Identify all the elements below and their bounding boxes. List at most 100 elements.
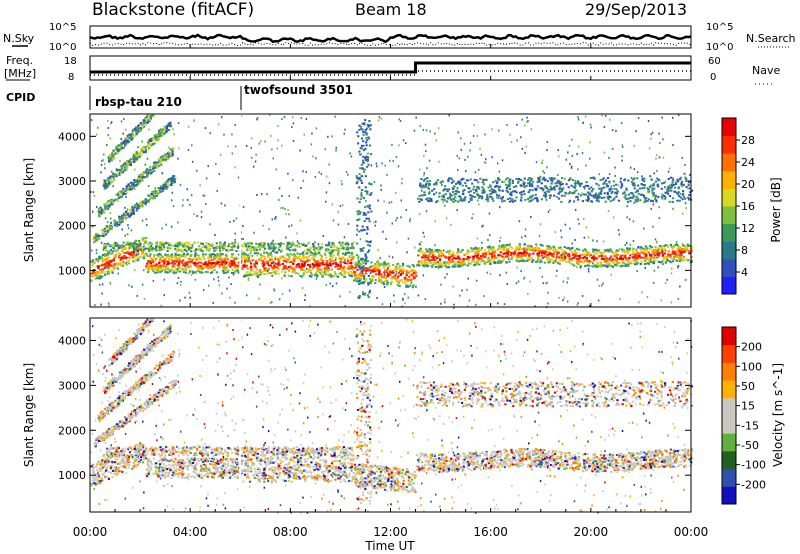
echo-pixel [677,194,681,197]
echo-pixel [123,192,126,195]
echo-pixel [512,186,515,189]
echo-pixel [639,263,642,265]
echo-pixel [406,251,408,254]
echo-pixel [132,242,135,245]
echo-pixel [141,250,144,253]
echo-pixel [678,246,681,249]
echo-pixel [419,125,422,128]
echo-pixel [290,266,293,269]
echo-pixel [397,284,400,286]
echo-pixel [177,122,180,125]
echo-pixel [681,180,684,183]
echo-pixel [421,264,424,267]
echo-pixel [298,255,301,258]
echo-pixel [164,184,167,187]
echo-pixel [320,258,323,261]
echo-pixel [631,197,634,200]
echo-pixel [230,283,232,285]
echo-pixel [666,245,669,248]
echo-pixel [654,198,657,201]
echo-pixel [165,267,168,270]
echo-pixel [620,183,623,185]
echo-pixel [421,256,424,259]
echo-pixel [327,135,329,138]
echo-pixel [550,254,554,257]
echo-pixel [182,245,185,248]
echo-pixel [169,122,172,125]
echo-pixel [634,200,637,203]
echo-pixel [362,262,365,265]
echo-pixel [226,287,228,290]
echo-pixel [422,179,425,182]
echo-pixel [145,118,148,121]
echo-pixel [227,245,230,248]
echo-pixel [283,242,286,245]
echo-pixel [300,117,303,120]
echo-pixel [594,257,597,260]
echo-pixel [280,256,283,259]
echo-pixel [180,248,183,251]
echo-pixel [628,256,631,259]
echo-pixel [650,178,653,181]
echo-pixel [407,285,410,288]
echo-pixel [234,241,237,244]
echo-pixel [100,208,103,211]
echo-pixel [520,252,523,255]
echo-pixel [511,256,514,259]
echo-pixel [447,260,450,263]
echo-pixel [443,198,446,201]
echo-pixel [152,136,155,139]
echo-pixel [476,254,479,257]
echo-pixel [655,157,657,160]
echo-pixel [235,250,238,252]
echo-pixel [375,264,378,267]
echo-pixel [435,262,438,265]
echo-pixel [273,246,276,249]
echo-pixel [212,247,215,249]
echo-pixel [469,194,472,196]
echo-pixel [520,255,523,258]
echo-pixel [517,252,520,255]
echo-pixel [496,196,499,199]
echo-pixel [604,200,607,203]
echo-pixel [111,252,114,255]
echo-pixel [329,273,332,276]
echo-pixel [426,186,429,189]
echo-pixel [117,144,120,147]
echo-pixel [176,267,179,270]
echo-pixel [474,252,477,255]
echo-pixel [593,248,596,251]
echo-pixel [229,265,232,268]
echo-pixel [634,191,637,194]
echo-pixel [166,254,170,257]
echo-pixel [316,248,319,251]
echo-pixel [536,200,539,203]
echo-pixel [647,251,651,254]
echo-pixel [326,270,330,273]
echo-pixel [411,264,414,266]
echo-pixel [163,125,166,128]
echo-pixel [458,257,461,260]
echo-pixel [392,263,395,266]
echo-pixel [670,272,673,275]
echo-pixel [123,245,126,247]
echo-pixel [137,177,140,180]
echo-pixel [187,266,190,269]
echo-pixel [452,180,455,183]
echo-pixel [528,256,531,259]
echo-pixel [681,251,684,254]
echo-pixel [444,185,447,188]
echo-pixel [545,187,548,190]
echo-pixel [475,179,478,182]
echo-pixel [515,191,518,194]
echo-pixel [153,189,156,192]
echo-pixel [578,255,581,258]
echo-pixel [480,197,484,200]
echo-pixel [452,253,455,256]
echo-pixel [127,252,130,255]
echo-pixel [543,261,546,264]
echo-pixel [146,262,149,265]
echo-pixel [293,260,296,263]
echo-pixel [520,196,523,199]
echo-pixel [678,250,681,253]
